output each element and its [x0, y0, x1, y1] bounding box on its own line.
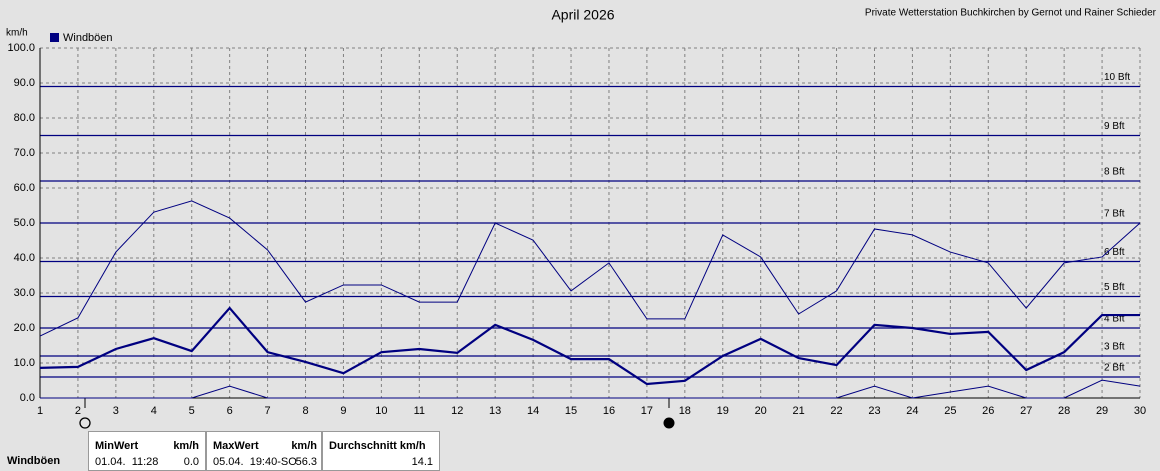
- x-tick-label: 18: [679, 405, 691, 417]
- y-tick-label: 80.0: [14, 112, 35, 124]
- time: 05.04. 19:40-SO: [213, 456, 297, 468]
- header: Durchschnitt km/h: [329, 440, 426, 452]
- x-tick-label: 29: [1096, 405, 1108, 417]
- x-tick-label: 16: [603, 405, 615, 417]
- y-tick-label: 40.0: [14, 252, 35, 264]
- line-max: [39, 200, 1141, 337]
- chart-title: April 2026: [551, 7, 614, 23]
- max-cell: MaxWert km/h 05.04. 19:40-SO 56.3: [206, 431, 322, 471]
- header: MinWert: [95, 440, 139, 452]
- x-tick-label: 10: [375, 405, 387, 417]
- y-tick-label: 0.0: [20, 392, 35, 404]
- avg-cell: Durchschnitt km/h 14.1: [322, 431, 440, 471]
- value: 56.3: [295, 456, 317, 468]
- value: 0.0: [183, 456, 199, 468]
- y-tick-label: 60.0: [14, 182, 35, 194]
- x-tick-label: 8: [302, 405, 308, 417]
- x-tick-label: 6: [227, 405, 233, 417]
- x-tick-label: 19: [717, 405, 729, 417]
- reference-label: 4 Bft: [1104, 314, 1125, 325]
- x-tick-label: 22: [830, 405, 842, 417]
- x-tick-label: 24: [906, 405, 918, 417]
- reference-label: 9 Bft: [1104, 121, 1125, 132]
- x-tick-label: 4: [151, 405, 157, 417]
- reference-label: 3 Bft: [1104, 342, 1125, 353]
- x-tick-label: 7: [265, 405, 271, 417]
- reference-label: 6 Bft: [1104, 247, 1125, 258]
- value: 14.1: [411, 456, 433, 468]
- header: MaxWert: [213, 440, 259, 452]
- x-tick-label: 27: [1020, 405, 1032, 417]
- reference-label: 5 Bft: [1104, 282, 1125, 293]
- x-tick-label: 14: [527, 405, 539, 417]
- line-min: [40, 379, 1141, 399]
- y-tick-label: 100.0: [7, 42, 35, 54]
- reference-label: 8 Bft: [1104, 167, 1125, 178]
- x-tick-label: 1: [37, 405, 43, 417]
- unit: km/h: [173, 440, 199, 452]
- x-tick-label: 11: [414, 405, 425, 417]
- x-tick-label: 9: [340, 405, 346, 417]
- x-tick-label: 28: [1058, 405, 1070, 417]
- min-cell: MinWert km/h 01.04. 11:28 0.0: [88, 431, 206, 471]
- x-tick-label: 25: [944, 405, 956, 417]
- x-tick-label: 30: [1134, 405, 1146, 417]
- x-tick-label: 21: [792, 405, 804, 417]
- y-tick-label: 30.0: [14, 287, 35, 299]
- chart: April 2026 Private Wetterstation Buchkir…: [6, 7, 1157, 429]
- x-tick-label: 12: [451, 405, 463, 417]
- x-tick-label: 2: [75, 405, 81, 417]
- y-tick-label: 90.0: [14, 77, 35, 89]
- x-tick-label: 5: [189, 405, 195, 417]
- y-tick-label: 10.0: [14, 357, 35, 369]
- time: 01.04. 11:28: [95, 456, 159, 468]
- full-moon-icon: [79, 417, 91, 429]
- x-tick-label: 20: [755, 405, 767, 417]
- x-tick-label: 15: [565, 405, 577, 417]
- reference-label: 2 Bft: [1104, 363, 1125, 374]
- y-tick-label: 50.0: [14, 217, 35, 229]
- legend-swatch: [50, 33, 59, 42]
- row-label: Windböen: [7, 455, 61, 467]
- x-tick-label: 3: [113, 405, 119, 417]
- x-tick-label: 23: [868, 405, 880, 417]
- new-moon-icon: [663, 417, 675, 429]
- reference-label: 7 Bft: [1104, 209, 1125, 220]
- x-tick-label: 13: [489, 405, 501, 417]
- legend-label: Windböen: [63, 32, 113, 44]
- reference-label: 10 Bft: [1104, 72, 1130, 83]
- x-tick-label: 17: [641, 405, 653, 417]
- unit: km/h: [291, 440, 317, 452]
- line-values: [39, 306, 1140, 386]
- y-tick-label: 20.0: [14, 322, 35, 334]
- credit: Private Wetterstation Buchkirchen by Ger…: [865, 8, 1157, 19]
- y-axis-label: km/h: [6, 28, 28, 39]
- y-tick-label: 70.0: [14, 147, 35, 159]
- row-header: Windböen: [0, 431, 88, 471]
- x-tick-label: 26: [982, 405, 994, 417]
